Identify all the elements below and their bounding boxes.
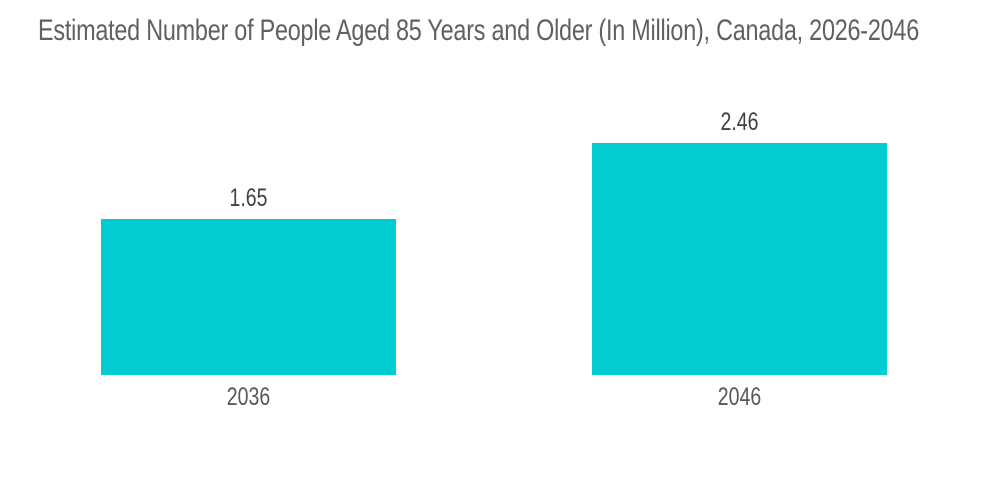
bar-value-label: 2.46 [720, 108, 759, 136]
bar-group-2046: 2.46 2046 [592, 0, 887, 504]
chart-title: Estimated Number of People Aged 85 Years… [38, 14, 919, 47]
bar-group-2036: 1.65 2036 [101, 0, 396, 504]
bar-value-label: 1.65 [229, 184, 268, 212]
bar-category-label: 2046 [717, 383, 762, 411]
bar-2036 [101, 219, 396, 375]
bar-category-label: 2036 [226, 383, 271, 411]
bar-2046 [592, 143, 887, 375]
